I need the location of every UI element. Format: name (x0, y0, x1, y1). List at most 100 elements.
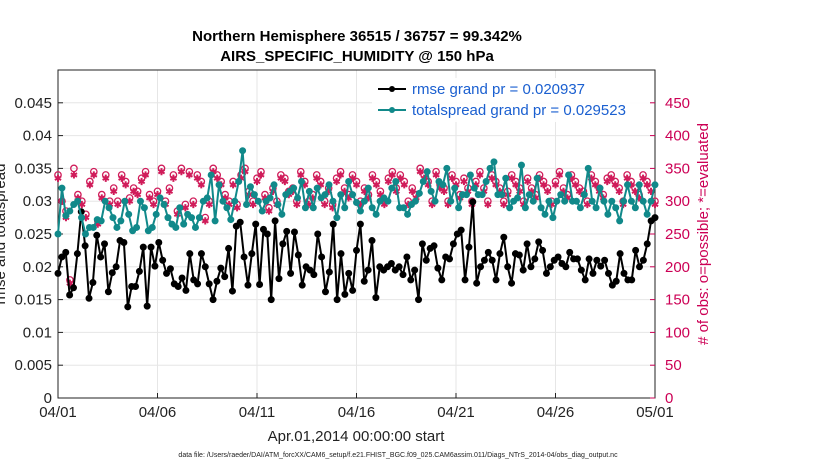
x-tick-label: 04/16 (338, 404, 376, 421)
spread-point (576, 204, 584, 212)
rmse-point (554, 253, 562, 261)
x-axis-label: Apr.01,2014 00:00:00 start (268, 428, 446, 445)
rmse-point (496, 250, 504, 258)
spread-point (553, 197, 561, 205)
obs-evaluated-point (169, 174, 178, 182)
rmse-point (546, 263, 554, 271)
rmse-point (294, 251, 302, 259)
rmse-point (508, 279, 516, 287)
obs-evaluated-point (253, 177, 261, 186)
spread-point (54, 230, 62, 238)
spread-point (195, 214, 203, 222)
rmse-point (581, 276, 589, 284)
spread-point (219, 197, 227, 205)
y-axis-left: 0 0.005 0.01 0.015 0.02 0.025 0.03 0.035 0.04 0.0… (14, 95, 63, 407)
obs-evaluated-point (122, 181, 130, 189)
rmse-point (531, 255, 539, 263)
rmse-point (120, 239, 128, 247)
spread-point (415, 189, 423, 197)
rmse-point (194, 280, 202, 288)
spread-point (404, 210, 412, 218)
spread-point (266, 194, 274, 202)
spread-point (235, 178, 243, 186)
rmse-point (616, 250, 624, 258)
spread-point (360, 197, 368, 205)
obs-evaluated-point (297, 171, 305, 179)
obs-evaluated-point (484, 200, 492, 209)
spread-point (133, 223, 141, 231)
rmse-point (597, 262, 605, 270)
rmse-point (174, 282, 182, 290)
rmse-point (287, 269, 295, 277)
obs-evaluated-point (384, 177, 392, 186)
rmse-point (364, 266, 372, 274)
spread-point (651, 181, 659, 189)
x-tick-label: 04/01 (39, 404, 77, 421)
rmse-point (209, 296, 217, 304)
rmse-point (166, 265, 174, 273)
spread-point (203, 194, 211, 202)
spread-point (392, 178, 400, 186)
rmse-point (407, 276, 415, 284)
rmse-point (484, 248, 492, 256)
spread-point (211, 217, 219, 225)
obs-evaluated-point (440, 187, 448, 195)
spread-point (294, 194, 302, 202)
spread-point (384, 197, 392, 205)
rmse-point (306, 266, 314, 274)
rmse-point (85, 294, 93, 302)
legend: rmse grand pr = 0.020937 totalspread gran… (372, 78, 650, 122)
spread-point (635, 181, 643, 189)
rmse-point (473, 279, 481, 287)
spread-point (588, 197, 596, 205)
rmse-point (155, 239, 163, 247)
spread-point (356, 207, 364, 215)
obs-evaluated-point (229, 181, 237, 189)
rmse-point (573, 255, 581, 263)
rmse-point (132, 282, 140, 290)
rmse-point (321, 288, 329, 296)
rmse-point (527, 263, 535, 271)
y-tick-label: 0.02 (23, 259, 52, 276)
spread-point (486, 164, 494, 172)
spread-point (250, 191, 258, 199)
spread-point (466, 171, 474, 179)
rmse-point (329, 220, 337, 228)
rmse-point (628, 276, 636, 284)
y-tick-label: 0.025 (14, 226, 52, 243)
rmse-point (256, 281, 264, 289)
y-tick-label: 0.01 (23, 324, 52, 341)
spread-point (451, 184, 459, 192)
obs-evaluated-point (524, 177, 532, 186)
rmse-point (186, 250, 194, 258)
spread-point (66, 207, 74, 215)
spread-point (125, 210, 133, 218)
obs-evaluated-point (197, 181, 205, 189)
rmse-point (422, 256, 430, 264)
obs-evaluated-point (86, 181, 94, 189)
rmse-point (492, 276, 500, 284)
obs-evaluated-point (145, 194, 154, 202)
rmse-point (395, 263, 403, 271)
spread-point (164, 214, 172, 222)
spread-point (557, 191, 565, 199)
spread-point (647, 197, 655, 205)
spread-point (176, 204, 184, 212)
rmse-point (66, 291, 74, 299)
spread-point (223, 204, 231, 212)
spread-point (580, 191, 588, 199)
rmse-point (298, 281, 306, 289)
rmse-point (515, 251, 523, 259)
spread-point (431, 197, 439, 205)
obs-evaluated-point (201, 217, 209, 225)
obs-evaluated-point (137, 177, 146, 186)
spread-point (616, 217, 624, 225)
obs-evaluated-point (102, 174, 110, 182)
obs-evaluated-point (571, 181, 580, 189)
rmse-point (585, 255, 593, 263)
rmse-point (542, 269, 550, 277)
spread-point (490, 158, 498, 166)
rmse-point (399, 271, 407, 279)
rmse-point (604, 269, 612, 277)
rmse-point (620, 269, 628, 277)
